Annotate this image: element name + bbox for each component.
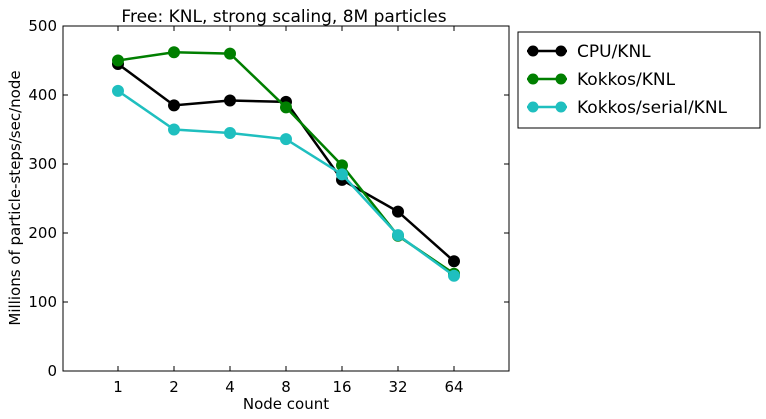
y-tick-label: 200 (28, 224, 57, 242)
series-0 (112, 57, 460, 268)
data-point (168, 123, 180, 136)
data-point (280, 133, 292, 146)
data-point (168, 99, 180, 112)
legend-label: Kokkos/serial/KNL (577, 98, 728, 118)
series-2 (112, 84, 460, 282)
legend-marker (527, 101, 539, 113)
data-point (448, 269, 460, 282)
plot-area (62, 25, 510, 372)
x-tick-label: 16 (332, 378, 351, 396)
data-point (336, 168, 348, 181)
data-point (224, 126, 236, 139)
series-line (117, 89, 455, 277)
y-tick-label: 400 (28, 86, 57, 104)
x-tick-label: 2 (169, 378, 179, 396)
legend-marker (527, 73, 539, 85)
legend-marker (555, 73, 567, 85)
x-tick-label: 64 (444, 378, 463, 396)
legend-marker (555, 45, 567, 57)
data-point (448, 255, 460, 268)
data-point (392, 229, 404, 242)
x-tick-label: 32 (388, 378, 407, 396)
y-tick-label: 300 (28, 155, 57, 173)
x-axis: 1 2 4 8 16 32 64 (113, 26, 464, 396)
series-1 (112, 46, 460, 280)
x-tick-label: 1 (113, 378, 123, 396)
legend: CPU/KNL Kokkos/KNL Kokkos/serial/KNL (517, 31, 761, 129)
data-point (168, 46, 180, 59)
x-axis-label: Node count (243, 395, 329, 413)
y-tick-label: 0 (47, 362, 57, 380)
x-tick-label: 4 (225, 378, 235, 396)
series-line (117, 62, 455, 263)
data-point (392, 205, 404, 218)
series-lines (112, 46, 460, 282)
y-tick-label: 500 (28, 17, 57, 35)
data-point (112, 84, 124, 97)
y-axis: 0 100 200 300 400 500 (28, 17, 509, 380)
legend-marker (555, 101, 567, 113)
legend-marker (527, 45, 539, 57)
y-tick-label: 100 (28, 293, 57, 311)
legend-label: CPU/KNL (577, 42, 651, 62)
data-point (224, 47, 236, 60)
chart-title: Free: KNL, strong scaling, 8M particles (121, 7, 446, 27)
data-point (112, 54, 124, 67)
x-tick-label: 8 (281, 378, 291, 396)
legend-label: Kokkos/KNL (577, 70, 676, 90)
y-axis-label: Millions of particle-steps/sec/node (6, 70, 24, 325)
data-point (224, 94, 236, 107)
data-point (280, 101, 292, 114)
